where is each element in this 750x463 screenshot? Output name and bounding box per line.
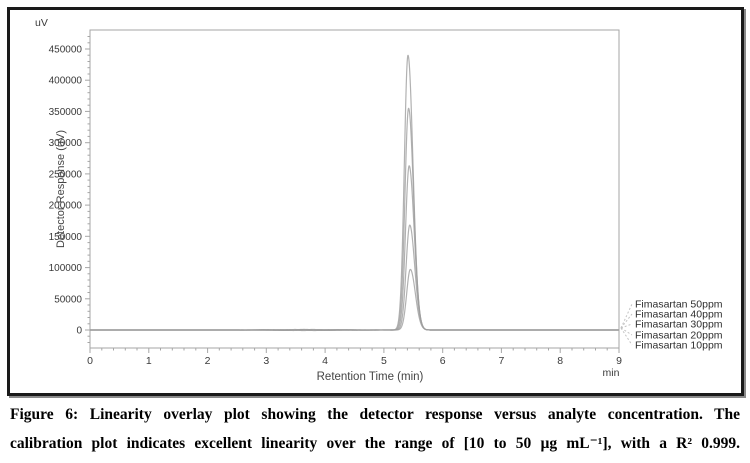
y-axis-tick-label: 100000: [49, 263, 83, 274]
legend-leader-line: [620, 327, 633, 346]
x-axis-tick-label: 1: [146, 355, 152, 367]
y-axis-tick-label: 150000: [49, 232, 83, 243]
y-axis-tick-label: 50000: [54, 294, 82, 305]
y-axis-tick-label: 200000: [49, 201, 83, 212]
y-axis-tick-label: 400000: [49, 76, 83, 87]
legend-leader-line: [620, 323, 633, 329]
x-axis-tick-label: 5: [381, 355, 387, 367]
y-axis-tick-label: 450000: [49, 45, 83, 56]
x-axis-tick-label: 6: [440, 355, 446, 367]
y-axis-tick-label: 350000: [49, 107, 83, 118]
x-axis-tick-label: 9: [616, 355, 622, 367]
x-axis-tick-label: 7: [498, 355, 504, 367]
legend-leader-line: [620, 313, 633, 329]
legend-label-fimasartan-40ppm: Fimasartan 40ppm: [635, 309, 723, 321]
y-axis-tick-label: 300000: [49, 138, 83, 149]
legend-label-fimasartan-10ppm: Fimasartan 10ppm: [635, 340, 723, 352]
figure-caption-line-1: Figure 6: Linearity overlay plot showing…: [10, 406, 740, 423]
legend-label-fimasartan-30ppm: Fimasartan 30ppm: [635, 319, 723, 331]
figure-caption-line-2: calibration plot indicates excellent lin…: [10, 435, 740, 452]
legend-label-fimasartan-20ppm: Fimasartan 20ppm: [635, 330, 723, 342]
x-axis-tick-label: 0: [87, 355, 93, 367]
trace-fimasartan-30ppm: [90, 165, 619, 332]
y-axis-unit-label: uV: [35, 17, 48, 29]
chromatogram-frame: 0 50000 100000 150000 200000 250000 300000 3500…: [7, 7, 744, 396]
x-axis-tick-label: 8: [557, 355, 563, 367]
x-axis-unit-label: min: [603, 367, 620, 379]
legend-label-fimasartan-50ppm: Fimasartan 50ppm: [635, 299, 723, 311]
legend-leader-line: [620, 303, 633, 329]
figure-caption: Figure 6: Linearity overlay plot showing…: [10, 400, 740, 458]
x-axis-tick-label: 4: [322, 355, 328, 367]
trace-fimasartan-40ppm: [90, 107, 619, 332]
trace-fimasartan-20ppm: [90, 224, 619, 332]
x-axis-tick-label: 3: [263, 355, 269, 367]
x-axis-title: Retention Time (min): [317, 371, 424, 383]
y-axis-tick-label: 250000: [49, 169, 83, 180]
plot-border: [89, 29, 620, 349]
x-axis-tick-label: 2: [205, 355, 211, 367]
y-axis-title: Detector Response (uV): [55, 130, 67, 248]
y-axis-tick-label: 0: [76, 326, 82, 337]
trace-fimasartan-50ppm: [90, 54, 619, 332]
legend-leader-line: [620, 327, 633, 336]
trace-fimasartan-10ppm: [90, 268, 619, 332]
chromatogram-plot: 0 50000 100000 150000 200000 250000 300000 3500…: [35, 17, 723, 383]
